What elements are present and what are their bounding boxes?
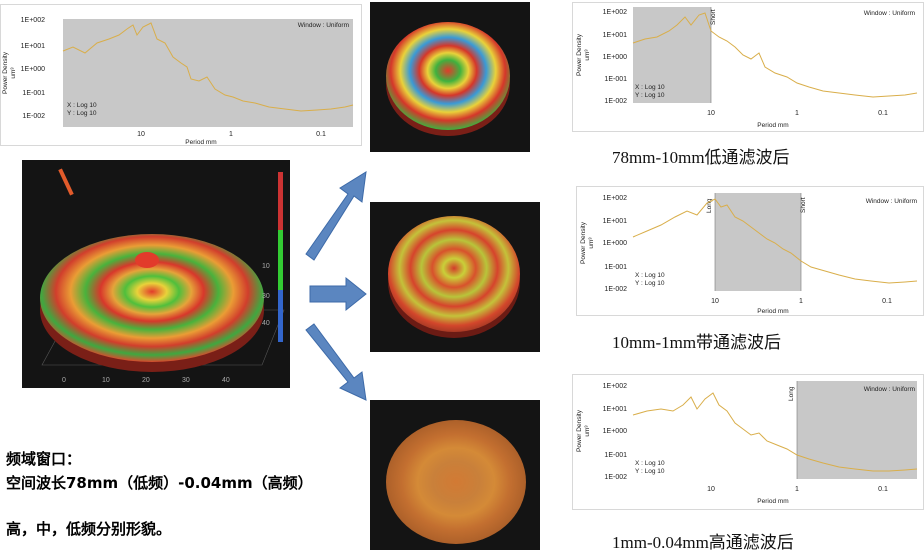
scale-x-label: X : Log 10 [635, 460, 665, 467]
window-label: Window : Uniform [864, 386, 915, 393]
axis-tick: 30 [262, 293, 270, 300]
ytick-label: 1E+000 [21, 66, 45, 73]
axis-tick: 40 [262, 320, 270, 327]
arrow-down-icon [305, 323, 367, 401]
y-axis-unit: um³ [588, 237, 595, 249]
surface-3d-low-pass [370, 2, 530, 152]
axis-tick: 0 [62, 377, 66, 384]
xtick-label: 1 [795, 486, 799, 493]
y-axis-unit: um³ [10, 67, 17, 79]
arrow-right-icon [309, 276, 367, 312]
ytick-label: 1E+001 [603, 32, 627, 39]
xtick-label: 0.1 [316, 131, 326, 138]
arrow-up-icon [305, 171, 367, 261]
x-axis-label: Period mm [757, 308, 788, 315]
xtick-label: 0.1 [878, 110, 888, 117]
x-axis-label: Period mm [185, 139, 216, 145]
ytick-label: 1E+002 [21, 17, 45, 24]
caption-band-pass: 10mm-1mm带通滤波后 [612, 333, 782, 352]
ytick-label: 1E+002 [603, 383, 627, 390]
ytick-label: 1E-001 [604, 264, 627, 271]
scale-y-label: Y : Log 10 [635, 468, 665, 475]
note-line-1: 频域窗口： [6, 450, 82, 468]
psd-curve [632, 198, 918, 284]
y-axis-label: Power Density [2, 51, 9, 94]
scale-x-label: X : Log 10 [635, 84, 665, 91]
axis-tick: 10 [102, 377, 110, 384]
psd-chart-full: 1E+002 1E+001 1E+000 1E-001 1E-002 10 1 … [2, 17, 354, 145]
note-line-3: 高，中，低频分别形貌。 [6, 520, 172, 538]
filter-shade [715, 193, 801, 291]
y-axis-unit: um³ [584, 49, 591, 61]
short-label: Short [800, 197, 807, 213]
psd-curve [632, 392, 918, 472]
long-label: Long [706, 198, 713, 213]
scale-y-label: Y : Log 10 [635, 280, 665, 287]
xtick-label: 1 [229, 131, 233, 138]
ytick-label: 1E-002 [22, 113, 45, 120]
ytick-label: 1E-002 [604, 98, 627, 105]
xtick-label: 1 [795, 110, 799, 117]
filter-shade [797, 381, 917, 479]
ytick-label: 1E+000 [603, 428, 627, 435]
short-label: Short [710, 9, 717, 25]
caption-low-pass: 78mm-10mm低通滤波后 [612, 148, 790, 167]
filter-shade [63, 19, 353, 127]
ytick-label: 1E+001 [603, 218, 627, 225]
window-label: Window : Uniform [864, 10, 915, 17]
surface-render: 10 30 40 0 10 20 30 40 [40, 168, 285, 384]
psd-curve [632, 12, 918, 98]
window-label: Window : Uniform [866, 198, 917, 205]
ytick-label: 1E+001 [21, 43, 45, 50]
scale-y-label: Y : Log 10 [67, 110, 97, 117]
filter-shade [633, 7, 711, 103]
psd-plot-full: 1E+002 1E+001 1E+000 1E-001 1E-002 10 1 … [0, 4, 362, 146]
surface-3d-high-pass [370, 400, 540, 550]
axis-tick: 10 [262, 263, 270, 270]
xtick-label: 10 [707, 110, 715, 117]
ytick-label: 1E-001 [22, 90, 45, 97]
ytick-label: 1E+001 [603, 406, 627, 413]
psd-plot-band-pass: 1E+002 1E+001 1E+000 1E-001 1E-002 10 1 … [576, 186, 924, 316]
y-axis-unit: um³ [584, 425, 591, 437]
axis-tick: 30 [182, 377, 190, 384]
ytick-label: 1E+002 [603, 195, 627, 202]
ytick-label: 1E+000 [603, 240, 627, 247]
y-axis-label: Power Density [576, 33, 583, 76]
surface-3d-band-pass [370, 202, 540, 352]
window-label: Window : Uniform [298, 22, 349, 29]
scale-x-label: X : Log 10 [67, 102, 97, 109]
psd-curve [62, 22, 354, 112]
axis-tick: 40 [222, 377, 230, 384]
ytick-label: 1E-002 [604, 474, 627, 481]
x-axis-label: Period mm [757, 498, 788, 505]
long-label: Long [788, 386, 795, 401]
y-axis-label: Power Density [576, 409, 583, 452]
ytick-label: 1E+000 [603, 54, 627, 61]
ytick-label: 1E-002 [604, 286, 627, 293]
caption-high-pass: 1mm-0.04mm高通滤波后 [612, 533, 794, 552]
xtick-label: 0.1 [882, 298, 892, 305]
ytick-label: 1E-001 [604, 76, 627, 83]
xtick-label: 0.1 [878, 486, 888, 493]
xtick-label: 1 [799, 298, 803, 305]
scale-x-label: X : Log 10 [635, 272, 665, 279]
y-axis-label: Power Density [580, 221, 587, 264]
scale-y-label: Y : Log 10 [635, 92, 665, 99]
psd-plot-high-pass: 1E+002 1E+001 1E+000 1E-001 1E-002 10 1 … [572, 374, 924, 510]
xtick-label: 10 [711, 298, 719, 305]
ytick-label: 1E-001 [604, 452, 627, 459]
arrows-group [305, 171, 367, 401]
x-axis-label: Period mm [757, 122, 788, 129]
xtick-label: 10 [137, 131, 145, 138]
psd-plot-low-pass: 1E+002 1E+001 1E+000 1E-001 1E-002 10 1 … [572, 2, 924, 132]
ytick-label: 1E+002 [603, 9, 627, 16]
note-line-2: 空间波长78mm（低频）-0.04mm（高频） [6, 474, 313, 492]
axis-tick: 20 [142, 377, 150, 384]
xtick-label: 10 [707, 486, 715, 493]
surface-3d-main: 10 30 40 0 10 20 30 40 [22, 160, 290, 388]
